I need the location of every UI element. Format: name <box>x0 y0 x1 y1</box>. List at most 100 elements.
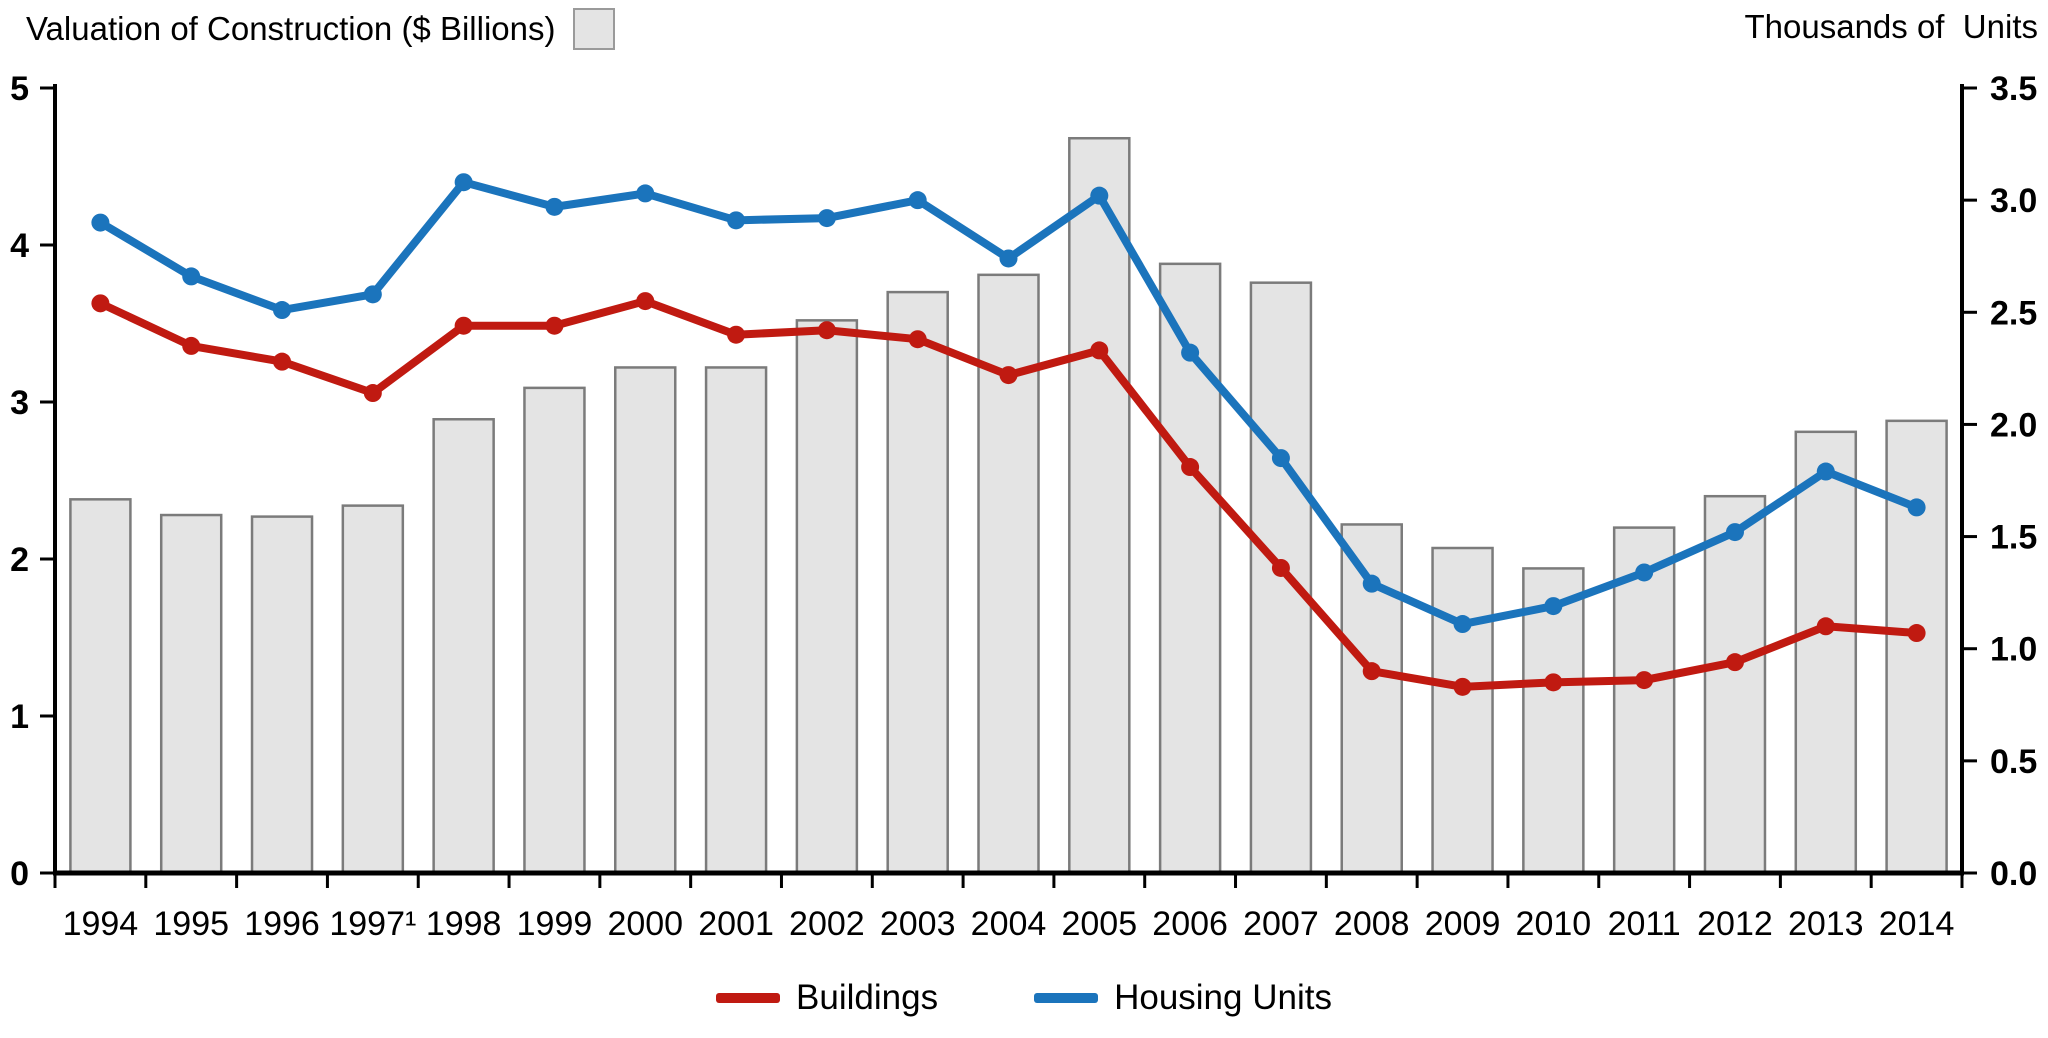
x-axis-label-2006: 2006 <box>1152 905 1228 943</box>
series-point-housing-units-2010 <box>1544 597 1563 616</box>
legend-label-buildings: Buildings <box>796 978 939 1017</box>
bar-2005 <box>1068 136 1131 875</box>
series-point-buildings-1996 <box>273 352 292 371</box>
series-point-housing-units-1998 <box>454 173 473 192</box>
series-point-housing-units-1997¹ <box>363 285 382 304</box>
bar-2011 <box>1612 526 1676 875</box>
series-point-buildings-2013 <box>1816 617 1835 636</box>
x-axis-label-2000: 2000 <box>607 905 683 943</box>
x-axis-label-2004: 2004 <box>971 905 1047 943</box>
right-axis-tick-label: 3.5 <box>1990 70 2037 108</box>
x-axis-label-2009: 2009 <box>1425 905 1501 943</box>
x-axis-label-2013: 2013 <box>1788 905 1864 943</box>
series-point-buildings-2008 <box>1362 662 1381 681</box>
legend-label-housing-units: Housing Units <box>1114 978 1332 1017</box>
series-point-buildings-2005 <box>1090 341 1109 360</box>
series-point-buildings-1994 <box>91 294 110 313</box>
housing-units-line-swatch <box>1034 993 1099 1003</box>
series-point-housing-units-1995 <box>182 267 201 286</box>
x-axis-label-2002: 2002 <box>789 905 865 943</box>
left-axis-tick-label: 4 <box>10 227 29 265</box>
series-point-housing-units-2008 <box>1362 574 1381 593</box>
series-point-buildings-2000 <box>636 292 655 311</box>
bar-2003 <box>886 290 949 875</box>
series-point-housing-units-2006 <box>1181 343 1200 362</box>
x-axis-label-1995: 1995 <box>153 905 229 943</box>
series-point-buildings-1999 <box>545 316 564 335</box>
series-point-housing-units-2011 <box>1635 563 1654 582</box>
left-axis-tick-label: 5 <box>10 70 29 108</box>
legend-item-buildings: Buildings <box>716 978 938 1018</box>
series-point-housing-units-2005 <box>1090 186 1109 205</box>
bar-2013 <box>1794 430 1858 875</box>
left-axis-tick-label: 1 <box>10 698 29 736</box>
series-point-housing-units-2013 <box>1816 462 1835 481</box>
series-point-buildings-1998 <box>454 316 473 335</box>
series-point-buildings-2009 <box>1453 677 1472 696</box>
bar-1995 <box>159 513 223 875</box>
right-axis-tick-label: 2.5 <box>1990 294 2037 332</box>
series-point-buildings-2011 <box>1635 671 1654 690</box>
x-axis-label-2014: 2014 <box>1879 905 1955 943</box>
bar-2010 <box>1522 567 1585 875</box>
series-point-buildings-2001 <box>727 325 746 344</box>
bar-2000 <box>614 366 677 875</box>
buildings-line-swatch <box>716 993 781 1003</box>
series-point-housing-units-2012 <box>1725 523 1744 542</box>
bar-legend-swatch <box>573 8 616 50</box>
right-axis-tick-label: 0.5 <box>1990 743 2037 781</box>
series-point-housing-units-2003 <box>908 191 927 210</box>
x-axis-label-1996: 1996 <box>244 905 320 943</box>
x-axis-label-1994: 1994 <box>63 905 139 943</box>
bar-2009 <box>1431 546 1494 875</box>
chart-header: Valuation of Construction ($ Billions) T… <box>0 0 2048 60</box>
x-axis-label-2001: 2001 <box>698 905 774 943</box>
x-axis-label-2007: 2007 <box>1243 905 1319 943</box>
series-point-buildings-2012 <box>1725 653 1744 672</box>
bar-2006 <box>1158 262 1222 875</box>
x-axis-label-2008: 2008 <box>1334 905 1410 943</box>
series-point-housing-units-1994 <box>91 213 110 232</box>
series-point-housing-units-2002 <box>817 209 836 228</box>
bar-2002 <box>795 319 859 875</box>
bar-1999 <box>523 386 586 875</box>
bar-2001 <box>704 366 768 875</box>
series-point-buildings-2004 <box>999 366 1018 385</box>
series-point-buildings-2006 <box>1181 458 1200 477</box>
bar-1994 <box>69 498 132 875</box>
left-axis-tick-label: 0 <box>10 855 29 893</box>
series-point-housing-units-1996 <box>273 301 292 320</box>
series-point-housing-units-2000 <box>636 184 655 203</box>
right-axis-tick-label: 1.0 <box>1990 631 2037 669</box>
bar-1996 <box>250 515 314 875</box>
x-axis-label-1999: 1999 <box>517 905 593 943</box>
x-axis-label-1998: 1998 <box>426 905 502 943</box>
series-point-housing-units-2009 <box>1453 615 1472 634</box>
right-axis-tick-label: 2.0 <box>1990 406 2037 444</box>
bar-1997¹ <box>341 504 405 875</box>
x-axis-label-2003: 2003 <box>880 905 956 943</box>
series-point-housing-units-2004 <box>999 249 1018 268</box>
series-point-housing-units-1999 <box>545 197 564 216</box>
series-point-buildings-1997¹ <box>363 384 382 403</box>
left-axis-tick-label: 2 <box>10 541 29 579</box>
left-axis-tick-label: 3 <box>10 384 29 422</box>
series-point-buildings-2002 <box>817 321 836 340</box>
x-axis-label-2005: 2005 <box>1061 905 1137 943</box>
right-axis-tick-label: 3.0 <box>1990 182 2037 220</box>
series-point-housing-units-2007 <box>1271 449 1290 468</box>
right-axis-tick-label: 0.0 <box>1990 855 2037 893</box>
x-axis-label-2010: 2010 <box>1516 905 1592 943</box>
x-axis-label-2011: 2011 <box>1608 905 1681 943</box>
series-point-buildings-1995 <box>182 336 201 355</box>
bar-2012 <box>1703 494 1767 875</box>
left-axis-title: Valuation of Construction ($ Billions) <box>26 8 616 50</box>
series-point-housing-units-2001 <box>727 211 746 230</box>
series-point-buildings-2010 <box>1544 673 1563 692</box>
series-point-buildings-2014 <box>1907 624 1926 643</box>
series-point-buildings-2007 <box>1271 558 1290 577</box>
bar-2014 <box>1885 419 1948 875</box>
left-axis-title-text: Valuation of Construction ($ Billions) <box>26 10 556 47</box>
legend-item-housing-units: Housing Units <box>1034 978 1332 1018</box>
x-axis-label-2012: 2012 <box>1697 905 1773 943</box>
